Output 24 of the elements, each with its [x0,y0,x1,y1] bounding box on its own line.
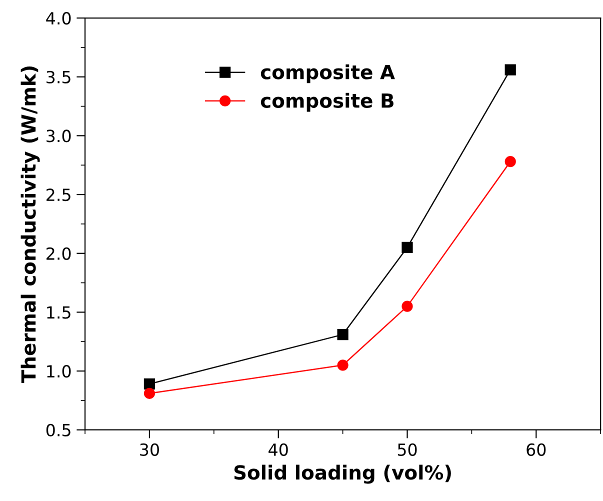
y-axis-title: Thermal conductivity (W/mk) [20,66,40,383]
point [144,388,156,399]
point [504,156,516,168]
x-tick-label: 40 [268,443,288,456]
x-tick-label: 30 [140,443,159,456]
point [144,378,156,390]
point [337,360,348,371]
point [402,300,413,312]
point [504,64,516,76]
point [337,328,348,340]
y-tick-label: 4.0 [46,12,71,25]
y-tick-label: 2.5 [46,188,70,202]
y-tick-label: 2.0 [46,247,71,260]
point [402,242,413,254]
legend-label: composite A [260,64,395,84]
legend-label: composite B [260,92,394,112]
y-tick-label: 3.0 [46,130,71,142]
x-tick-label: 60 [526,443,546,456]
x-axis-title: Solid loading (vol%) [234,464,451,484]
y-tick-label: 0.5 [46,424,70,436]
y-tick-label: 3.5 [46,70,70,84]
x-tick-label: 50 [398,443,417,456]
y-tick-label: 1.0 [47,364,71,378]
y-tick-label: 1.5 [47,306,70,319]
